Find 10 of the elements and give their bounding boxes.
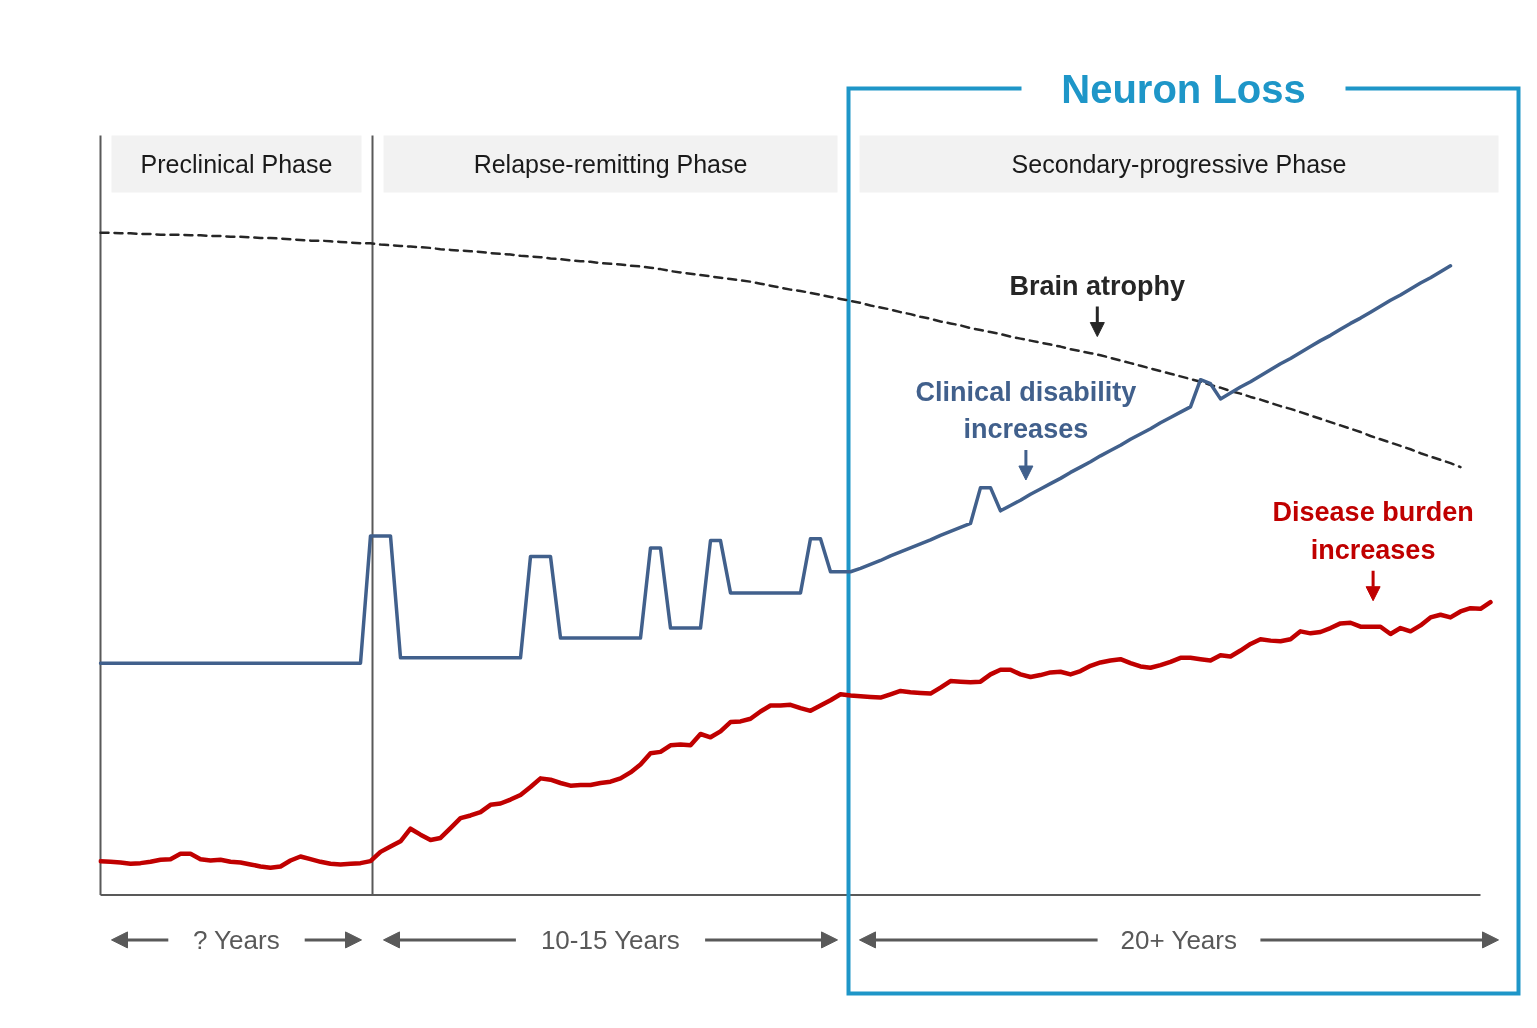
text: Preclinical Phase xyxy=(140,149,333,178)
series-label: Clinical disability increases xyxy=(915,376,1137,445)
text: Secondary-progressive Phase xyxy=(1011,149,1347,178)
series-label: Brain atrophy xyxy=(1009,270,1186,301)
text: 10-15 Years xyxy=(540,924,680,955)
text: Neuron Loss xyxy=(1061,66,1306,111)
text: ? Years xyxy=(192,924,280,955)
text: 20+ Years xyxy=(1120,924,1237,955)
series-label: Disease burden increases xyxy=(1272,497,1474,565)
text: Relapse-remitting Phase xyxy=(473,149,748,178)
